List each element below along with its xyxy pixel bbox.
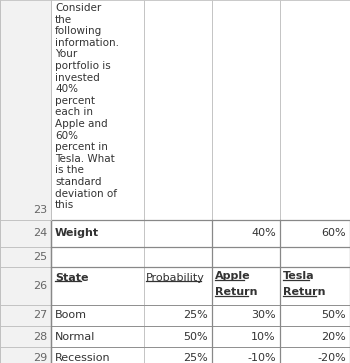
Bar bbox=[51, 326, 144, 347]
Text: 10%: 10% bbox=[251, 331, 276, 342]
Text: -20%: -20% bbox=[317, 352, 346, 363]
Text: -10%: -10% bbox=[247, 352, 276, 363]
Bar bbox=[212, 326, 280, 347]
Bar bbox=[144, 267, 212, 305]
Bar bbox=[144, 220, 212, 247]
Text: 20%: 20% bbox=[321, 331, 346, 342]
Bar bbox=[144, 347, 212, 363]
Text: Probability: Probability bbox=[146, 273, 205, 283]
Text: 60%: 60% bbox=[321, 228, 346, 238]
Bar bbox=[51, 220, 144, 247]
Bar bbox=[0, 305, 51, 326]
Bar bbox=[144, 247, 212, 267]
Bar bbox=[144, 326, 212, 347]
Text: 25%: 25% bbox=[183, 310, 208, 321]
Text: 25%: 25% bbox=[183, 352, 208, 363]
Bar bbox=[212, 347, 280, 363]
Bar bbox=[51, 0, 144, 220]
Text: Recession: Recession bbox=[55, 352, 111, 363]
Text: Normal: Normal bbox=[55, 331, 95, 342]
Text: 27: 27 bbox=[33, 310, 47, 321]
Text: Consider
the
following
information.
Your
portfolio is
invested
40%
percent
each : Consider the following information. Your… bbox=[55, 3, 119, 210]
Text: State: State bbox=[55, 273, 89, 283]
Bar bbox=[212, 247, 280, 267]
Bar bbox=[280, 247, 350, 267]
Text: Return: Return bbox=[283, 287, 325, 297]
Text: Tesla: Tesla bbox=[283, 271, 314, 281]
Bar bbox=[0, 247, 51, 267]
Bar bbox=[0, 0, 51, 220]
Bar bbox=[144, 0, 212, 220]
Bar bbox=[212, 267, 280, 305]
Bar bbox=[51, 220, 350, 363]
Text: 24: 24 bbox=[33, 228, 47, 238]
Text: 28: 28 bbox=[33, 331, 47, 342]
Text: Return: Return bbox=[215, 287, 257, 297]
Bar bbox=[212, 0, 280, 220]
Bar bbox=[212, 220, 280, 247]
Bar bbox=[280, 0, 350, 220]
Text: 29: 29 bbox=[33, 352, 47, 363]
Text: Weight: Weight bbox=[55, 228, 99, 238]
Bar bbox=[212, 305, 280, 326]
Text: Apple: Apple bbox=[215, 271, 250, 281]
Bar bbox=[0, 220, 51, 247]
Text: 50%: 50% bbox=[321, 310, 346, 321]
Bar bbox=[280, 267, 350, 305]
Text: 26: 26 bbox=[33, 281, 47, 291]
Bar bbox=[280, 305, 350, 326]
Bar bbox=[51, 267, 144, 305]
Bar bbox=[51, 347, 144, 363]
Bar bbox=[51, 305, 144, 326]
Text: Boom: Boom bbox=[55, 310, 87, 321]
Bar bbox=[0, 267, 51, 305]
Bar bbox=[0, 347, 51, 363]
Bar bbox=[280, 220, 350, 247]
Text: 40%: 40% bbox=[251, 228, 276, 238]
Bar bbox=[0, 326, 51, 347]
Text: 25: 25 bbox=[33, 252, 47, 262]
Text: 23: 23 bbox=[33, 205, 47, 215]
Bar bbox=[280, 326, 350, 347]
Text: 50%: 50% bbox=[183, 331, 208, 342]
Bar bbox=[144, 305, 212, 326]
Bar bbox=[51, 247, 144, 267]
Text: 30%: 30% bbox=[251, 310, 276, 321]
Bar bbox=[280, 347, 350, 363]
